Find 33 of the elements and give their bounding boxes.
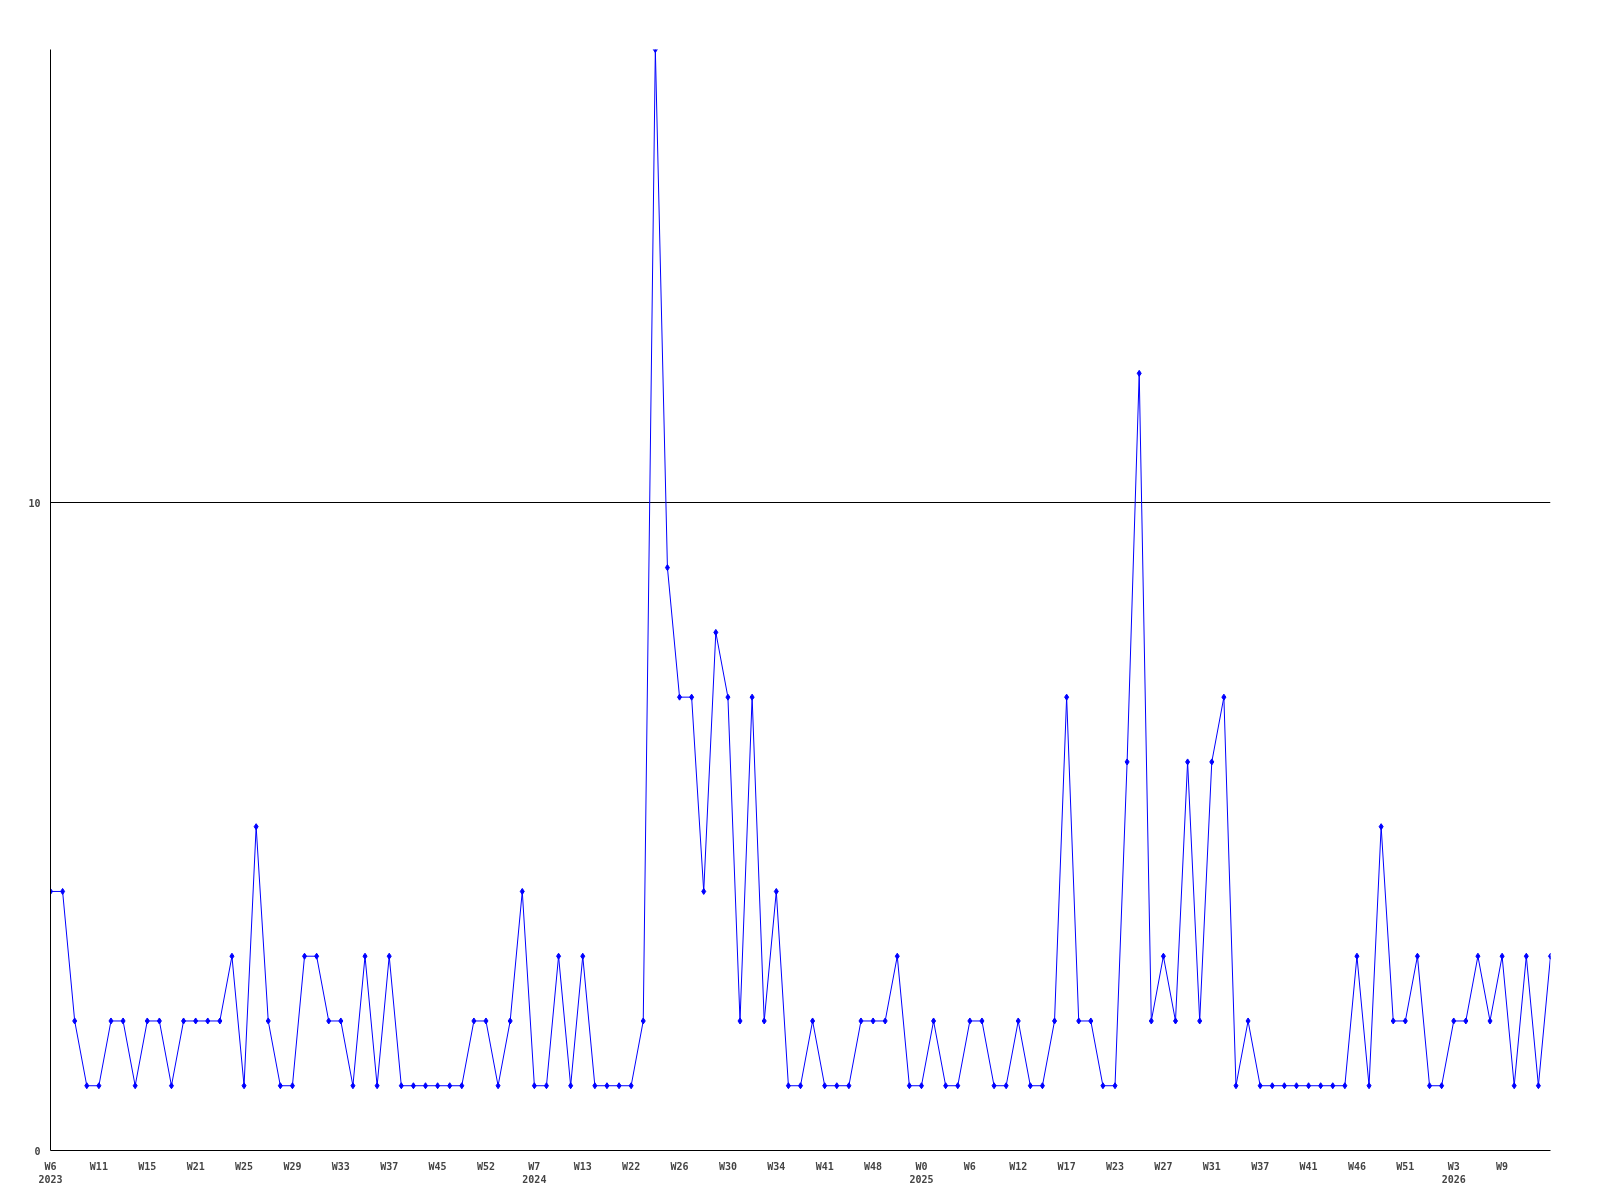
x-tick-label: W52 <box>476 1160 496 1172</box>
x-tick-label: W26 <box>670 1160 689 1172</box>
x-tick-label: W6 <box>963 1160 976 1172</box>
x-tick-label: W37 <box>1251 1160 1270 1172</box>
x-tick-label: W7 2024 <box>522 1160 547 1185</box>
x-tick-label: W37 <box>380 1160 399 1172</box>
x-tick-label: W34 <box>767 1160 786 1172</box>
x-tick-label: W46 <box>1347 1160 1366 1172</box>
x-tick-label: W15 <box>138 1160 157 1172</box>
x-tick-label: W45 <box>428 1160 447 1172</box>
y-tick-label: 10 <box>28 497 41 509</box>
x-tick-label: W0 2025 <box>909 1160 934 1185</box>
x-tick-label: W51 <box>1396 1160 1415 1172</box>
x-tick-label: W13 <box>573 1160 592 1172</box>
x-tick-label: W30 <box>718 1160 737 1172</box>
x-tick-label: W33 <box>331 1160 350 1172</box>
x-tick-label: W21 <box>186 1160 205 1172</box>
x-tick-label: W17 <box>1057 1160 1076 1172</box>
x-tick-label: W11 <box>89 1160 108 1172</box>
x-tick-label: W9 <box>1496 1160 1509 1172</box>
x-tick-label: W27 <box>1154 1160 1173 1172</box>
x-tick-label: W25 <box>235 1160 254 1172</box>
x-tick-label: W22 <box>622 1160 641 1172</box>
x-tick-label: W6 2023 <box>38 1160 63 1185</box>
x-tick-label: W31 <box>1202 1160 1221 1172</box>
y-tick-label: 0 <box>34 1145 41 1157</box>
x-tick-label: W12 <box>1009 1160 1028 1172</box>
x-tick-label: W23 <box>1105 1160 1125 1172</box>
x-tick-label: W3 2026 <box>1441 1160 1466 1185</box>
x-tick-label: W29 <box>283 1160 302 1172</box>
x-tick-label: W41 <box>815 1160 834 1172</box>
x-tick-label: W48 <box>864 1160 883 1172</box>
x-tick-label: W41 <box>1299 1160 1318 1172</box>
